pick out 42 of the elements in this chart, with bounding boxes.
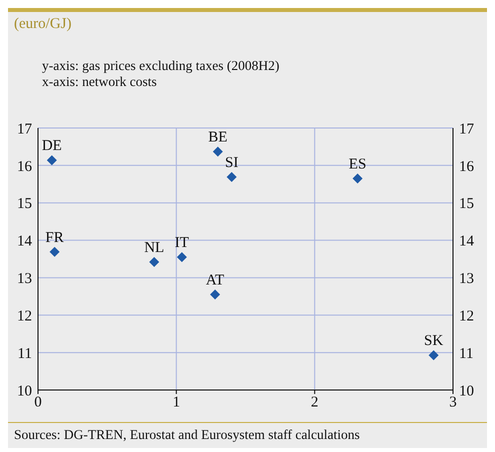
x-tick-label: 0 [34, 394, 42, 411]
y-tick-label: 12 [17, 308, 32, 324]
y-tick-label: 14 [17, 234, 32, 250]
point [226, 172, 237, 182]
y2-tick-label: 15 [459, 196, 474, 212]
y-tick-label: 11 [18, 346, 32, 362]
y2-tick-label: 16 [459, 158, 474, 175]
x-tick-label: 3 [449, 394, 457, 411]
y-tick-label: 10 [17, 383, 32, 400]
source-note: Sources: DG-TREN, Eurostat and Eurosystem staff calculations [14, 427, 361, 443]
point [50, 246, 60, 257]
series-label: ES [348, 156, 366, 173]
y2-tick-label: 10 [459, 383, 474, 400]
point [176, 252, 187, 262]
y-axis-title: y-axis: gas prices excluding taxes (2008H2) [42, 58, 280, 74]
y-tick-label: 17 [17, 121, 32, 138]
y-tick-label: 15 [17, 196, 32, 212]
y2-tick-label: 12 [459, 308, 474, 324]
y2-tick-label: 11 [459, 346, 474, 362]
series-label: SI [224, 155, 238, 172]
x-axis-title: x-axis: network costs [42, 74, 157, 90]
series-label: DE [42, 138, 62, 154]
chart-title: (euro/GJ) [14, 16, 72, 33]
point [428, 350, 439, 360]
point [212, 146, 223, 157]
y-tick-label: 13 [17, 271, 32, 288]
series-label: NL [144, 240, 164, 256]
y2-tick-label: 17 [459, 121, 474, 138]
series-label: SK [424, 333, 444, 350]
point [210, 290, 220, 300]
y-tick-label: 16 [17, 158, 32, 175]
series-label: FR [45, 230, 64, 246]
series-label: AT [206, 272, 224, 289]
point [352, 174, 363, 184]
point [46, 155, 57, 166]
x-tick-label: 1 [172, 394, 180, 411]
series-label: IT [174, 235, 189, 252]
x-tick-label: 2 [310, 394, 318, 411]
y2-tick-label: 14 [459, 234, 474, 250]
series-label: BE [208, 130, 228, 146]
point [149, 256, 160, 267]
y2-tick-label: 13 [459, 271, 474, 288]
